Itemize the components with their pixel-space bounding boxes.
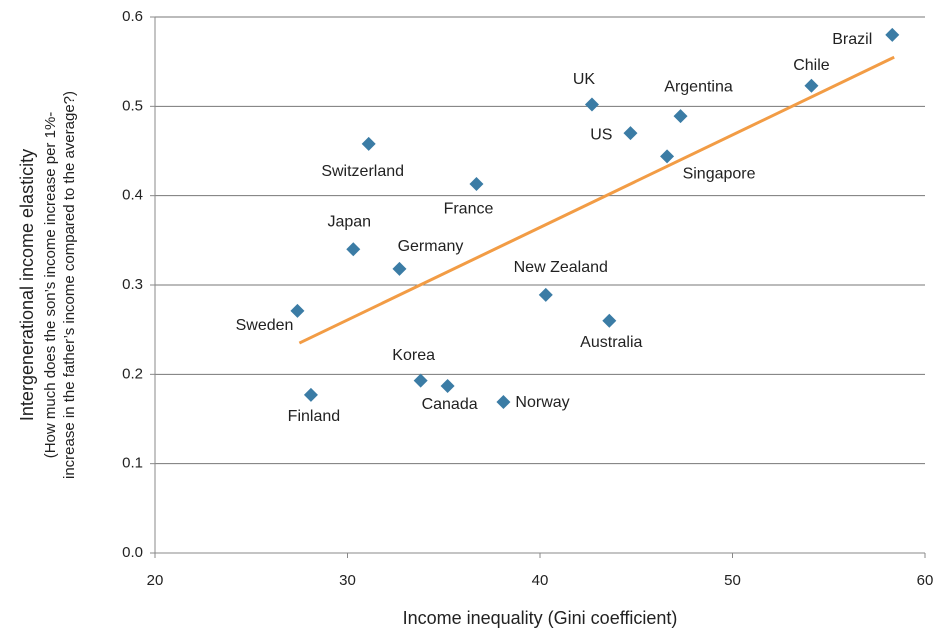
point-label: Singapore <box>683 166 756 183</box>
point <box>413 373 428 388</box>
point-label: Germany <box>398 238 464 255</box>
point <box>885 27 900 42</box>
y-axis-note: (How much does the son’s income increase… <box>42 112 59 459</box>
point-label: France <box>444 200 494 217</box>
point-label: Finland <box>288 408 340 425</box>
x-tick-label: 50 <box>724 572 741 589</box>
x-tick-label: 40 <box>532 572 549 589</box>
point <box>440 378 455 393</box>
point <box>538 287 553 302</box>
point <box>673 109 688 124</box>
y-axis-note: increase in the father’s income compared… <box>61 91 78 479</box>
point-label: Brazil <box>832 31 872 48</box>
point-label: Australia <box>580 334 642 351</box>
point-label: Korea <box>392 347 435 364</box>
point-label: UK <box>573 71 596 88</box>
point <box>469 177 484 192</box>
point <box>623 126 638 141</box>
point <box>361 136 376 151</box>
y-tick-label: 0.1 <box>122 455 143 472</box>
point <box>584 97 599 112</box>
y-axis-title: Intergenerational income elasticity <box>17 149 37 421</box>
point-label: Sweden <box>236 317 294 334</box>
point <box>660 149 675 164</box>
point <box>804 78 819 93</box>
y-tick-label: 0.5 <box>122 97 143 114</box>
x-tick-label: 60 <box>917 572 934 589</box>
point <box>303 387 318 402</box>
point-label: US <box>590 126 612 143</box>
point-label: Japan <box>327 213 371 230</box>
point-label: Switzerland <box>321 163 404 180</box>
y-tick-label: 0.6 <box>122 8 143 25</box>
point <box>602 313 617 328</box>
point-label: New Zealand <box>514 259 608 276</box>
x-tick-label: 20 <box>147 572 164 589</box>
x-axis-title: Income inequality (Gini coefficient) <box>403 608 678 628</box>
y-tick-label: 0.3 <box>122 276 143 293</box>
point <box>290 303 305 318</box>
y-tick-label: 0.0 <box>122 544 143 561</box>
trend-line <box>298 55 895 345</box>
y-tick-label: 0.4 <box>122 187 143 204</box>
point <box>346 242 361 257</box>
point <box>496 395 511 410</box>
point-label: Chile <box>793 57 830 74</box>
x-tick-label: 30 <box>339 572 356 589</box>
point-label: Norway <box>515 394 569 411</box>
point <box>392 261 407 276</box>
y-tick-label: 0.2 <box>122 365 143 382</box>
point-label: Argentina <box>664 78 733 95</box>
point-label: Canada <box>422 396 478 413</box>
